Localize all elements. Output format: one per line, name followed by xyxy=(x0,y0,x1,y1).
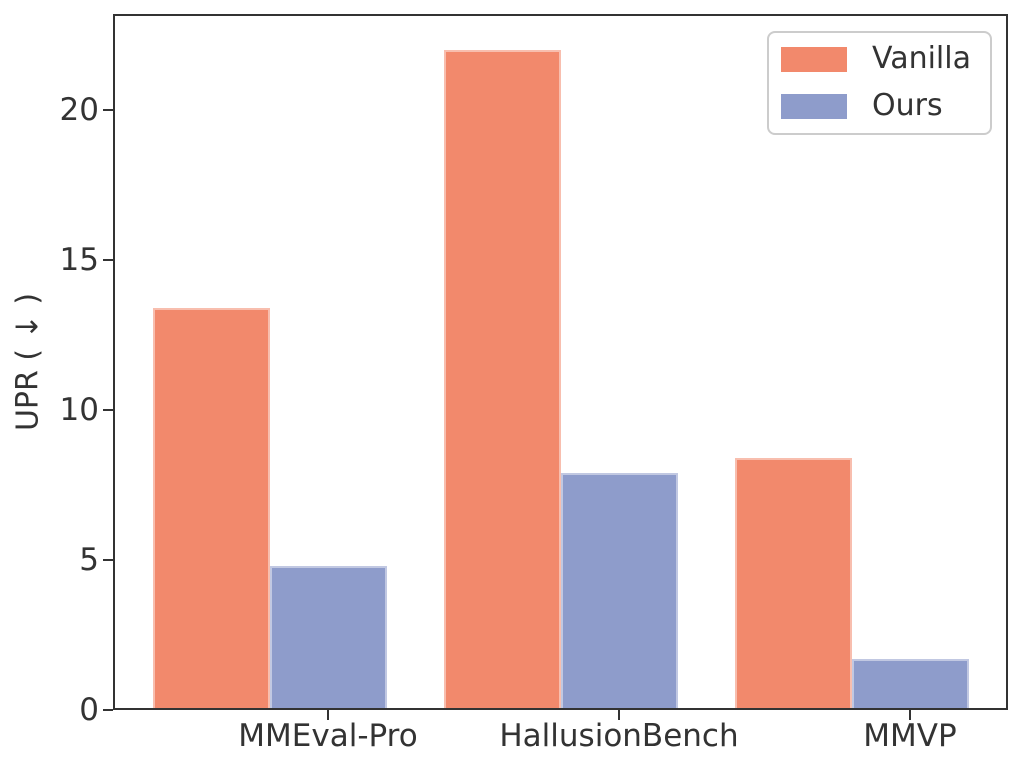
x-tick-label: MMEval-Pro xyxy=(238,718,418,754)
y-tick-mark xyxy=(103,409,113,411)
bar-vanilla-mmeval-pro xyxy=(152,308,270,710)
y-tick-label: 20 xyxy=(59,92,99,128)
legend-swatch-vanilla xyxy=(781,47,847,72)
y-tick-mark xyxy=(103,709,113,711)
x-tick-label: HallusionBench xyxy=(499,718,739,754)
y-tick-label: 10 xyxy=(59,392,99,428)
bar-ours-mmeval-pro xyxy=(269,566,387,710)
legend: Vanilla Ours xyxy=(767,31,992,135)
y-tick-mark xyxy=(103,109,113,111)
y-tick-mark xyxy=(103,559,113,561)
bar-vanilla-mmvp xyxy=(734,458,852,710)
legend-label-ours: Ours xyxy=(872,88,943,123)
bar-ours-mmvp xyxy=(851,659,969,710)
x-tick-label: MMVP xyxy=(863,718,957,754)
legend-swatch-ours xyxy=(781,94,847,119)
y-tick-mark xyxy=(103,259,113,261)
y-tick-label: 5 xyxy=(79,542,99,578)
x-tick-mark xyxy=(618,710,620,720)
x-tick-mark xyxy=(909,710,911,720)
y-tick-label: 15 xyxy=(59,242,99,278)
bar-vanilla-hallusionbench xyxy=(443,50,561,710)
legend-label-vanilla: Vanilla xyxy=(872,41,971,76)
bar-ours-hallusionbench xyxy=(560,473,678,710)
x-tick-mark xyxy=(327,710,329,720)
y-tick-label: 0 xyxy=(79,692,99,728)
